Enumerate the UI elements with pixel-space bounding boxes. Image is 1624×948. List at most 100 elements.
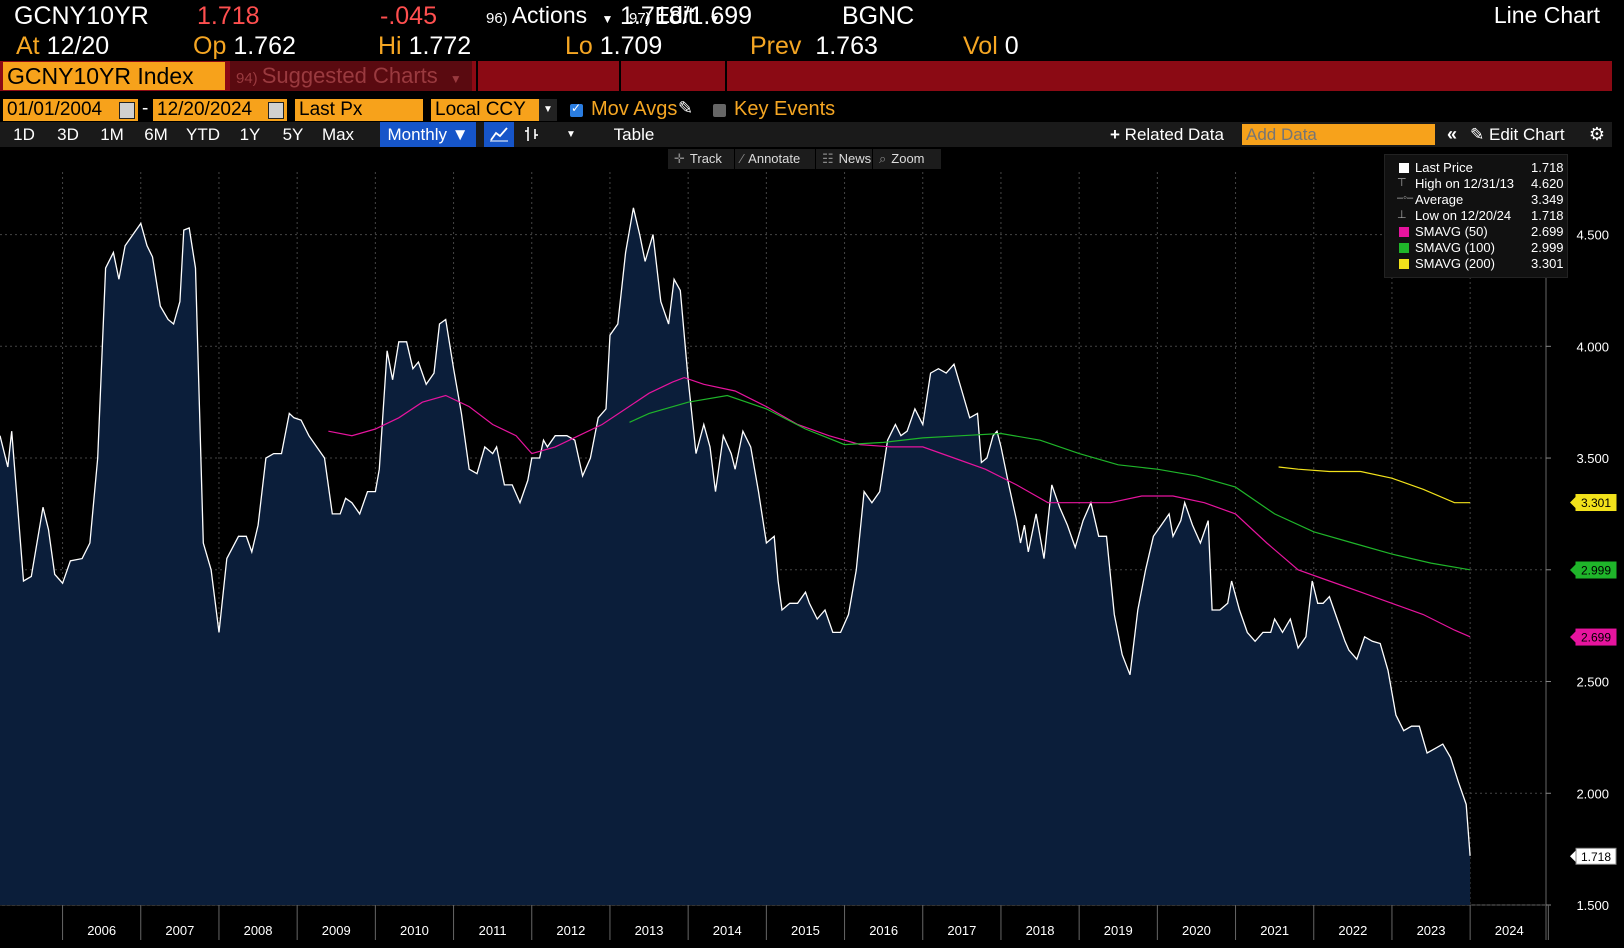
price-area-fill <box>0 207 1471 906</box>
price-last-tag: 1.718 <box>1570 847 1617 865</box>
range-button-1m[interactable]: 1M <box>100 125 124 144</box>
ticker-symbol: GCNY10YR <box>14 2 149 30</box>
x-tick-label: 2020 <box>1182 923 1211 938</box>
table-button[interactable]: Table <box>613 125 655 144</box>
range-button-6m[interactable]: 6M <box>144 125 168 144</box>
annotate-icon: ∕ <box>741 151 744 166</box>
net-change: -.045 <box>380 2 437 30</box>
crosshair-icon: ✛ <box>674 151 685 166</box>
tool-news[interactable]: ☷ News <box>816 149 872 169</box>
suggested-charts-label: Suggested Charts <box>261 63 438 88</box>
related-data-button[interactable]: + Related Data <box>1110 122 1232 147</box>
tool-zoom[interactable]: ⌕ Zoom <box>873 149 941 169</box>
news-icon: ☷ <box>822 151 834 166</box>
bar-chart-icon[interactable] <box>518 122 546 147</box>
open-field: Op 1.762 <box>193 32 296 60</box>
price-series-line <box>0 207 1471 856</box>
y-tick-label: 3.000 <box>1576 563 1609 578</box>
gear-icon[interactable]: ⚙ <box>1588 124 1606 144</box>
plus-icon: + <box>1110 125 1120 144</box>
volume-value: 0 <box>1004 32 1019 60</box>
end-date-field[interactable]: 12/20/2024 <box>153 99 287 121</box>
legend-value: 1.718 <box>1531 208 1564 223</box>
x-tick-label: 2018 <box>1026 923 1055 938</box>
open-value: 1.762 <box>233 32 296 60</box>
legend-swatch <box>1399 227 1409 237</box>
edit-chart-button[interactable]: ✎ Edit Chart <box>1470 122 1582 147</box>
chart-legend: Last Price 1.718 ⊤ High on 12/31/13 4.620 –◦–… <box>1384 154 1568 278</box>
range-button-ytd[interactable]: YTD <box>186 125 220 144</box>
key-events-label[interactable]: Key Events <box>734 98 836 120</box>
legend-swatch <box>1399 163 1409 173</box>
legend-value: 3.301 <box>1531 256 1564 271</box>
sma100-last-tag: 2.999 <box>1570 561 1617 579</box>
key-events-checkbox[interactable] <box>713 104 726 117</box>
prev-value: 1.763 <box>815 32 878 60</box>
tag-pointer <box>1570 631 1576 644</box>
high-value: 1.772 <box>408 32 472 60</box>
legend-row-sma100: SMAVG (100) 2.999 <box>1385 240 1567 256</box>
legend-row-low: ⊥ Low on 12/20/24 1.718 <box>1385 208 1567 224</box>
edit-menu[interactable]: 97) Edit ▼ <box>629 0 721 30</box>
chevron-down-icon[interactable]: ▼ <box>566 129 576 140</box>
tool-track[interactable]: ✛ Track <box>668 149 734 169</box>
line-chart-icon[interactable] <box>484 122 514 147</box>
collapse-icon[interactable]: « <box>1446 124 1457 144</box>
tag-pointer <box>1570 850 1576 863</box>
range-button-1y[interactable]: 1Y <box>239 125 261 144</box>
range-button-3d[interactable]: 3D <box>57 125 79 144</box>
actions-menu[interactable]: 96) Actions ▼ <box>486 0 613 30</box>
date-dash: - <box>142 98 149 119</box>
field-selector[interactable]: Last Px <box>295 99 423 121</box>
pencil-icon: ✎ <box>1470 125 1485 144</box>
currency-selector[interactable]: Local CCY ▼ <box>431 99 557 121</box>
last-price: 1.718 <box>197 2 260 30</box>
chart-type-title: Line Chart <box>1493 2 1600 28</box>
volume-field: Vol 0 <box>963 32 1019 60</box>
at-value: 12/20 <box>46 32 110 60</box>
x-tick-label: 2015 <box>791 923 820 938</box>
legend-swatch <box>1399 259 1409 269</box>
x-tick-label: 2011 <box>479 923 507 938</box>
chevron-down-icon: ▼ <box>451 125 469 144</box>
legend-row-sma200: SMAVG (200) 3.301 <box>1385 256 1567 272</box>
legend-value: 2.999 <box>1531 240 1564 255</box>
sma100-series-line <box>629 394 1471 571</box>
x-tick-label: 2009 <box>322 923 351 938</box>
tag-value: 2.999 <box>1581 564 1611 578</box>
end-date-value: 12/20/2024 <box>157 99 253 120</box>
related-data-label: Related Data <box>1124 125 1224 144</box>
chevron-down-icon[interactable]: ▼ <box>539 99 557 121</box>
chevron-down-icon: ▼ <box>708 12 721 26</box>
mov-avgs-label[interactable]: Mov Avgs <box>591 98 678 120</box>
tool-annotate[interactable]: ∕ Annotate <box>735 149 815 169</box>
range-button-max[interactable]: Max <box>321 125 355 144</box>
range-button-1d[interactable]: 1D <box>13 125 35 144</box>
x-tick-label: 2014 <box>713 923 742 938</box>
legend-row-last-price: Last Price 1.718 <box>1385 160 1567 176</box>
at-label: At <box>16 32 40 60</box>
legend-swatch <box>1399 243 1409 253</box>
security-field[interactable]: GCNY10YR Index <box>3 62 225 90</box>
calendar-icon[interactable] <box>119 102 135 119</box>
chevron-down-icon: ▼ <box>601 12 614 26</box>
pencil-icon[interactable]: ✎ <box>678 98 694 118</box>
legend-marker-icon: –◦– <box>1397 192 1414 204</box>
tag-value: 2.699 <box>1581 631 1611 645</box>
period-selector[interactable]: Monthly ▼ <box>380 122 476 147</box>
checkmark-icon: ✓ <box>571 101 582 115</box>
bid-ask-separator: / <box>682 2 690 30</box>
mov-avgs-checkbox[interactable]: ✓ <box>570 101 583 117</box>
range-button-5y[interactable]: 5Y <box>282 125 304 144</box>
y-tick-label: 1.500 <box>1576 898 1609 913</box>
start-date-field[interactable]: 01/01/2004 <box>3 99 138 121</box>
x-tick-label: 2012 <box>556 923 585 938</box>
y-tick-label: 4.500 <box>1576 228 1609 243</box>
tag-background <box>1575 561 1617 579</box>
calendar-icon[interactable] <box>268 102 284 119</box>
add-data-input[interactable] <box>1242 124 1435 145</box>
pricing-source: BGNC <box>842 2 915 30</box>
tag-pointer <box>1570 564 1576 577</box>
suggested-charts-menu[interactable]: 94) Suggested Charts ▼ <box>230 61 472 91</box>
y-tick-label: 3.500 <box>1576 451 1609 466</box>
